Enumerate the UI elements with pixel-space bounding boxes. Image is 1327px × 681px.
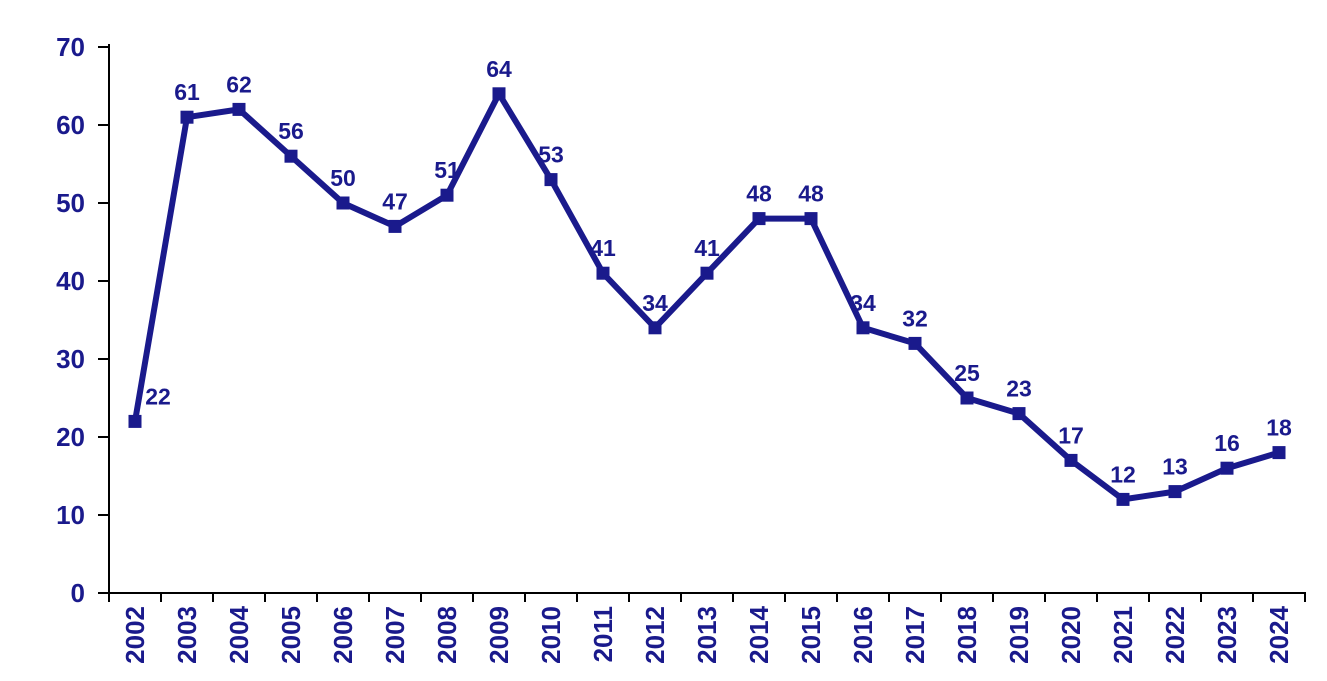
- y-tick-label: 40: [56, 266, 85, 296]
- y-tick-label: 60: [56, 110, 85, 140]
- data-point-marker: [1220, 461, 1234, 475]
- x-tick-label: 2008: [432, 606, 462, 664]
- data-point-marker: [596, 266, 610, 280]
- y-tick-label: 20: [56, 422, 85, 452]
- x-tick-label: 2023: [1212, 606, 1242, 664]
- data-label: 53: [538, 142, 564, 168]
- x-tick-label: 2018: [952, 606, 982, 664]
- x-tick-label: 2010: [536, 606, 566, 664]
- data-point-marker: [700, 266, 714, 280]
- data-label: 12: [1110, 461, 1136, 487]
- data-label: 48: [746, 181, 772, 207]
- data-point-marker: [1064, 453, 1078, 467]
- x-tick-label: 2009: [484, 606, 514, 664]
- x-tick-label: 2006: [328, 606, 358, 664]
- x-tick-label: 2021: [1108, 606, 1138, 664]
- data-point-marker: [440, 188, 454, 202]
- x-tick-label: 2012: [640, 606, 670, 664]
- y-tick-label: 70: [56, 32, 85, 62]
- data-point-marker: [128, 414, 142, 428]
- x-tick-label: 2024: [1264, 605, 1294, 663]
- data-label: 25: [954, 360, 980, 386]
- y-tick-label: 0: [71, 578, 85, 608]
- data-label: 23: [1006, 376, 1032, 402]
- data-label: 34: [850, 290, 876, 316]
- x-tick-label: 2019: [1004, 606, 1034, 664]
- x-tick-label: 2002: [120, 606, 150, 664]
- x-tick-label: 2004: [224, 605, 254, 663]
- x-tick-label: 2017: [900, 606, 930, 664]
- data-point-marker: [388, 219, 402, 233]
- y-tick-label: 10: [56, 500, 85, 530]
- data-label: 18: [1266, 415, 1292, 441]
- y-tick-label: 30: [56, 344, 85, 374]
- data-point-marker: [336, 196, 350, 210]
- data-label: 34: [642, 290, 668, 316]
- data-label: 56: [278, 118, 304, 144]
- x-tick-label: 2003: [172, 606, 202, 664]
- data-label: 64: [486, 56, 512, 82]
- data-label: 62: [226, 71, 252, 97]
- data-label: 48: [798, 181, 824, 207]
- data-point-marker: [648, 321, 662, 335]
- data-point-marker: [1272, 446, 1286, 460]
- data-point-marker: [544, 173, 558, 187]
- series-line: [132, 90, 1282, 503]
- x-tick-label: 2022: [1160, 606, 1190, 664]
- data-point-marker: [960, 391, 974, 405]
- data-label: 61: [174, 79, 200, 105]
- data-label: 51: [434, 157, 460, 183]
- x-tick-label: 2013: [692, 606, 722, 664]
- data-label: 32: [902, 305, 928, 331]
- data-point-marker: [284, 149, 298, 163]
- data-label: 17: [1058, 422, 1084, 448]
- data-label: 22: [145, 383, 171, 409]
- data-point-marker: [908, 336, 922, 350]
- data-point-marker: [804, 212, 818, 226]
- x-tick-label: 2014: [744, 605, 774, 663]
- data-label: 50: [330, 165, 356, 191]
- y-tick-label: 50: [56, 188, 85, 218]
- data-point-marker: [492, 87, 506, 101]
- data-label: 41: [590, 235, 616, 261]
- data-label: 13: [1162, 454, 1188, 480]
- data-label: 41: [694, 235, 720, 261]
- x-tick-label: 2020: [1056, 606, 1086, 664]
- data-point-marker: [180, 110, 194, 124]
- x-tick-label: 2011: [588, 606, 618, 662]
- data-point-marker: [232, 102, 246, 116]
- data-label: 16: [1214, 430, 1240, 456]
- data-point-marker: [752, 212, 766, 226]
- x-tick-label: 2016: [848, 606, 878, 664]
- data-point-marker: [1168, 485, 1182, 499]
- data-point-marker: [856, 321, 870, 335]
- x-tick-label: 2005: [276, 606, 306, 664]
- data-label: 47: [382, 188, 408, 214]
- x-tick-label: 2015: [796, 606, 826, 664]
- data-point-marker: [1116, 492, 1130, 506]
- x-tick-label: 2007: [380, 606, 410, 664]
- data-point-marker: [1012, 407, 1026, 421]
